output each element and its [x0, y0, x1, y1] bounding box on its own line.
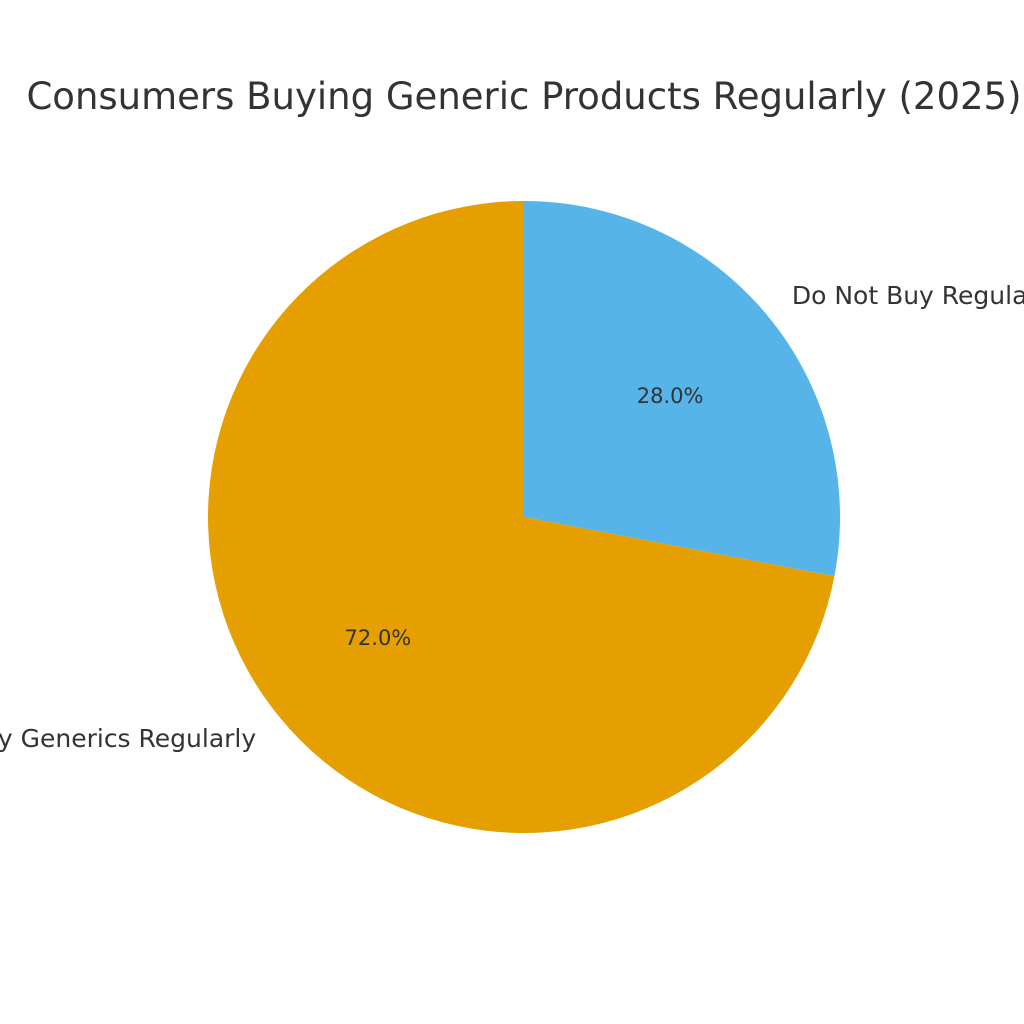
pie-labels: 28.0% Do Not Buy Regularly 72.0% Buy Generi…	[0, 281, 1024, 753]
pie-slice-0	[524, 201, 841, 577]
pie-category-label-0: Do Not Buy Regularly	[792, 281, 1024, 310]
pie-slice-1	[208, 201, 835, 833]
pie-pct-label-0: 28.0%	[637, 384, 704, 408]
pie-category-label-1: Buy Generics Regularly	[0, 724, 256, 753]
chart-title: Consumers Buying Generic Products Regula…	[26, 75, 1021, 118]
pie-pct-label-1: 72.0%	[345, 626, 412, 650]
pie-slices	[208, 201, 841, 833]
